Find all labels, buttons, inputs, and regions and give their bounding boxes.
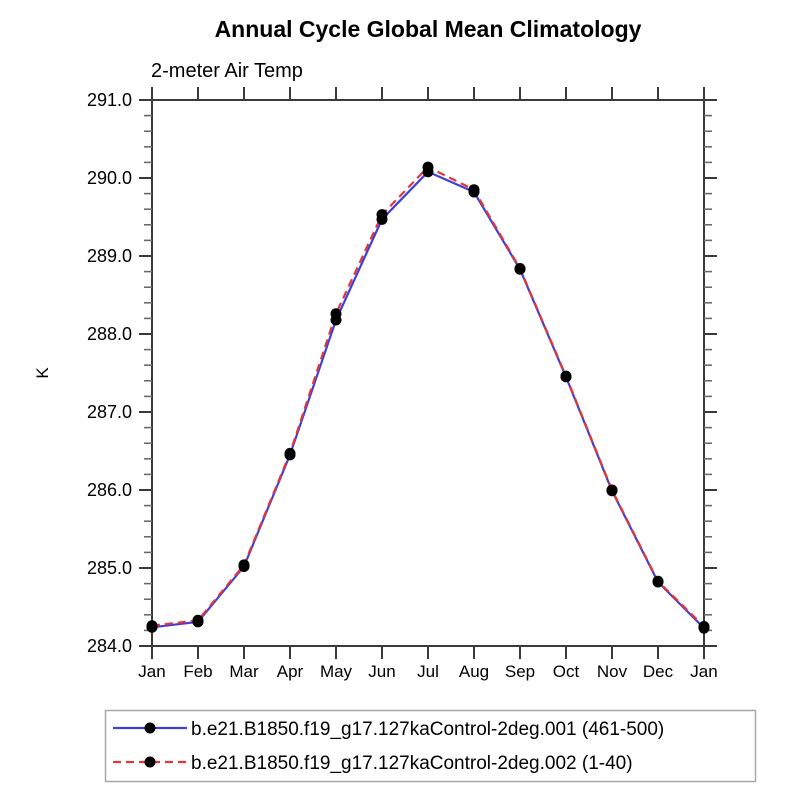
x-tick-label: Jul — [417, 662, 439, 681]
data-point-series2-Aug — [468, 184, 480, 196]
plot-area: 284.0 285.0 286.0 287.0 288.0 289.0 290.0 291.0… — [87, 87, 718, 681]
y-tick-label: 289.0 — [87, 246, 132, 266]
y-axis-title: K — [33, 367, 52, 379]
legend-box — [104, 709, 757, 783]
x-tick-label: Nov — [597, 662, 628, 681]
legend-marker-series1 — [144, 722, 156, 734]
x-tick-label: Aug — [459, 662, 489, 681]
data-point-series2-Jun — [376, 209, 388, 221]
x-tick-label: Jan — [138, 662, 165, 681]
x-tick-label: Feb — [183, 662, 212, 681]
x-tick-label: Jan — [690, 662, 717, 681]
x-tick-label: Jun — [368, 662, 395, 681]
y-tick-label: 287.0 — [87, 402, 132, 422]
chart-subtitle: 2-meter Air Temp — [151, 60, 303, 82]
data-point-series2-Feb — [192, 614, 204, 626]
data-point-series2-Nov — [606, 484, 618, 496]
data-point-series2-Dec — [652, 575, 664, 587]
data-point-series2-Sep — [514, 262, 526, 274]
legend-entry-2: b.e21.B1850.f19_g17.127kaControl-2deg.00… — [113, 753, 633, 774]
legend-label-series2: b.e21.B1850.f19_g17.127kaControl-2deg.00… — [191, 753, 633, 774]
x-tick-label: Sep — [505, 662, 535, 681]
axis-frame — [151, 99, 705, 647]
legend-label-series1: b.e21.B1850.f19_g17.127kaControl-2deg.00… — [191, 719, 664, 740]
data-point-series2-May — [330, 308, 342, 320]
data-point-series2-Jan — [698, 621, 710, 632]
y-tick-label: 288.0 — [87, 324, 132, 344]
y-tick-label: 285.0 — [87, 558, 132, 578]
legend-marker-series2 — [144, 756, 156, 768]
chart-title: Annual Cycle Global Mean Climatology — [215, 16, 642, 42]
data-point-series2-Jul — [422, 161, 434, 173]
x-tick-label: Mar — [229, 662, 259, 681]
legend-entry-1: b.e21.B1850.f19_g17.127kaControl-2deg.00… — [113, 719, 664, 740]
x-tick-label: Oct — [553, 662, 580, 681]
data-point-series2-Mar — [238, 559, 250, 571]
legend: b.e21.B1850.f19_g17.127kaControl-2deg.00… — [104, 709, 757, 783]
y-tick-label: 290.0 — [87, 168, 132, 188]
y-tick-label: 284.0 — [87, 636, 132, 656]
x-tick-label: Apr — [277, 662, 304, 681]
data-point-series2-Apr — [284, 447, 296, 459]
y-tick-label: 291.0 — [87, 90, 132, 110]
data-point-series2-Oct — [560, 370, 572, 382]
data-point-series2-Jan — [146, 620, 158, 632]
series-line-1 — [151, 170, 705, 629]
x-tick-label: May — [320, 662, 353, 681]
series-line-2 — [151, 165, 705, 628]
x-tick-label: Dec — [643, 662, 674, 681]
y-tick-label: 286.0 — [87, 480, 132, 500]
